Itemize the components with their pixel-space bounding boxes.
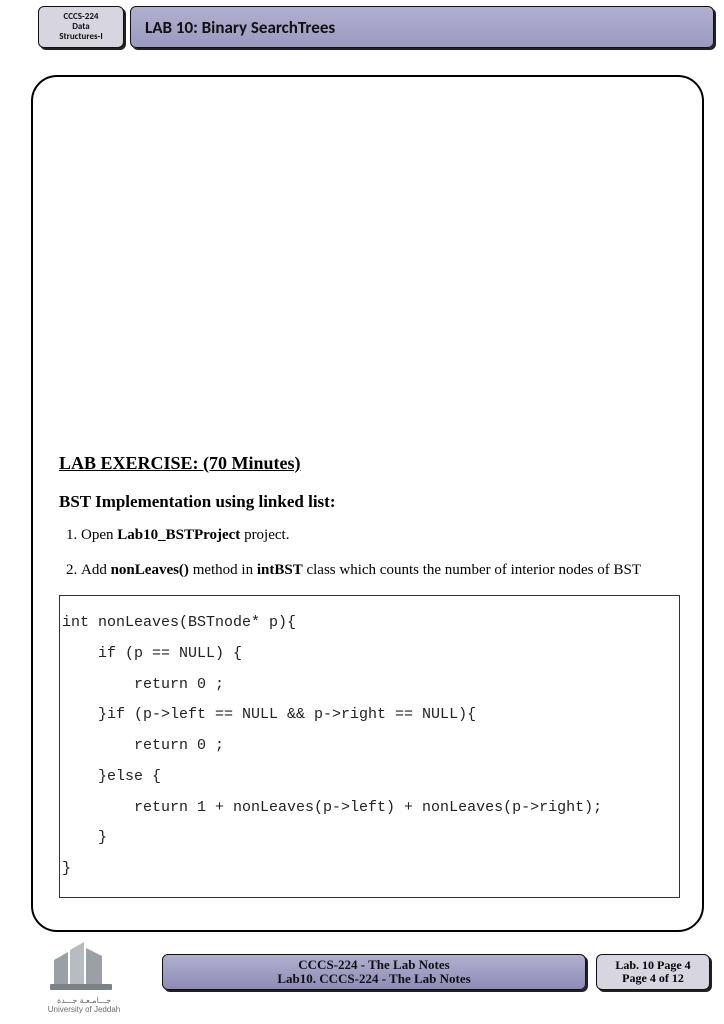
university-logo-icon bbox=[48, 940, 120, 996]
section-title: LAB EXERCISE: (70 Minutes) bbox=[59, 453, 680, 474]
step-1-post: project. bbox=[240, 527, 289, 543]
page-frame: LAB EXERCISE: (70 Minutes) BST Implement… bbox=[31, 75, 704, 932]
lab-title-bar: LAB 10: Binary SearchTrees bbox=[130, 6, 714, 48]
logo-caption-en: University of Jeddah bbox=[36, 1005, 132, 1014]
lab-title: LAB 10: Binary SearchTrees bbox=[145, 17, 335, 38]
logo-caption-ar: جـــامـعـة جـــدة bbox=[36, 996, 132, 1005]
page-number-badge: Lab. 10 Page 4 Page 4 of 12 bbox=[596, 954, 710, 990]
footer-bar-line1: CCCS-224 - The Lab Notes bbox=[298, 958, 449, 972]
step-2: Add nonLeaves() method in intBST class w… bbox=[81, 559, 680, 582]
step-1: Open Lab10_BSTProject project. bbox=[81, 524, 680, 547]
step-1-bold: Lab10_BSTProject bbox=[117, 527, 240, 543]
step-2-mid: method in bbox=[189, 562, 257, 578]
footer-bar: CCCS-224 - The Lab Notes Lab10. CCCS-224… bbox=[162, 954, 586, 990]
step-2-post: class which counts the number of interio… bbox=[303, 562, 641, 578]
footer: جـــامـعـة جـــدة University of Jeddah C… bbox=[0, 938, 724, 1016]
step-2-bold2: intBST bbox=[257, 562, 303, 578]
step-1-pre: Open bbox=[81, 527, 117, 543]
page-line2: Page 4 of 12 bbox=[622, 972, 684, 985]
step-2-pre: Add bbox=[81, 562, 111, 578]
steps-list: Open Lab10_BSTProject project. Add nonLe… bbox=[59, 524, 680, 581]
course-badge: CCCS-224 Data Structures-I bbox=[38, 6, 124, 48]
content-area: LAB EXERCISE: (70 Minutes) BST Implement… bbox=[59, 453, 680, 898]
course-line3: Structures-I bbox=[59, 32, 103, 42]
header-row: CCCS-224 Data Structures-I LAB 10: Binar… bbox=[0, 6, 724, 48]
footer-bar-line2: Lab10. CCCS-224 - The Lab Notes bbox=[277, 972, 470, 986]
logo: جـــامـعـة جـــدة University of Jeddah bbox=[36, 940, 132, 1014]
subtitle: BST Implementation using linked list: bbox=[59, 492, 680, 512]
code-box: int nonLeaves(BSTnode* p){ if (p == NULL… bbox=[59, 595, 680, 898]
step-2-bold: nonLeaves() bbox=[111, 562, 189, 578]
